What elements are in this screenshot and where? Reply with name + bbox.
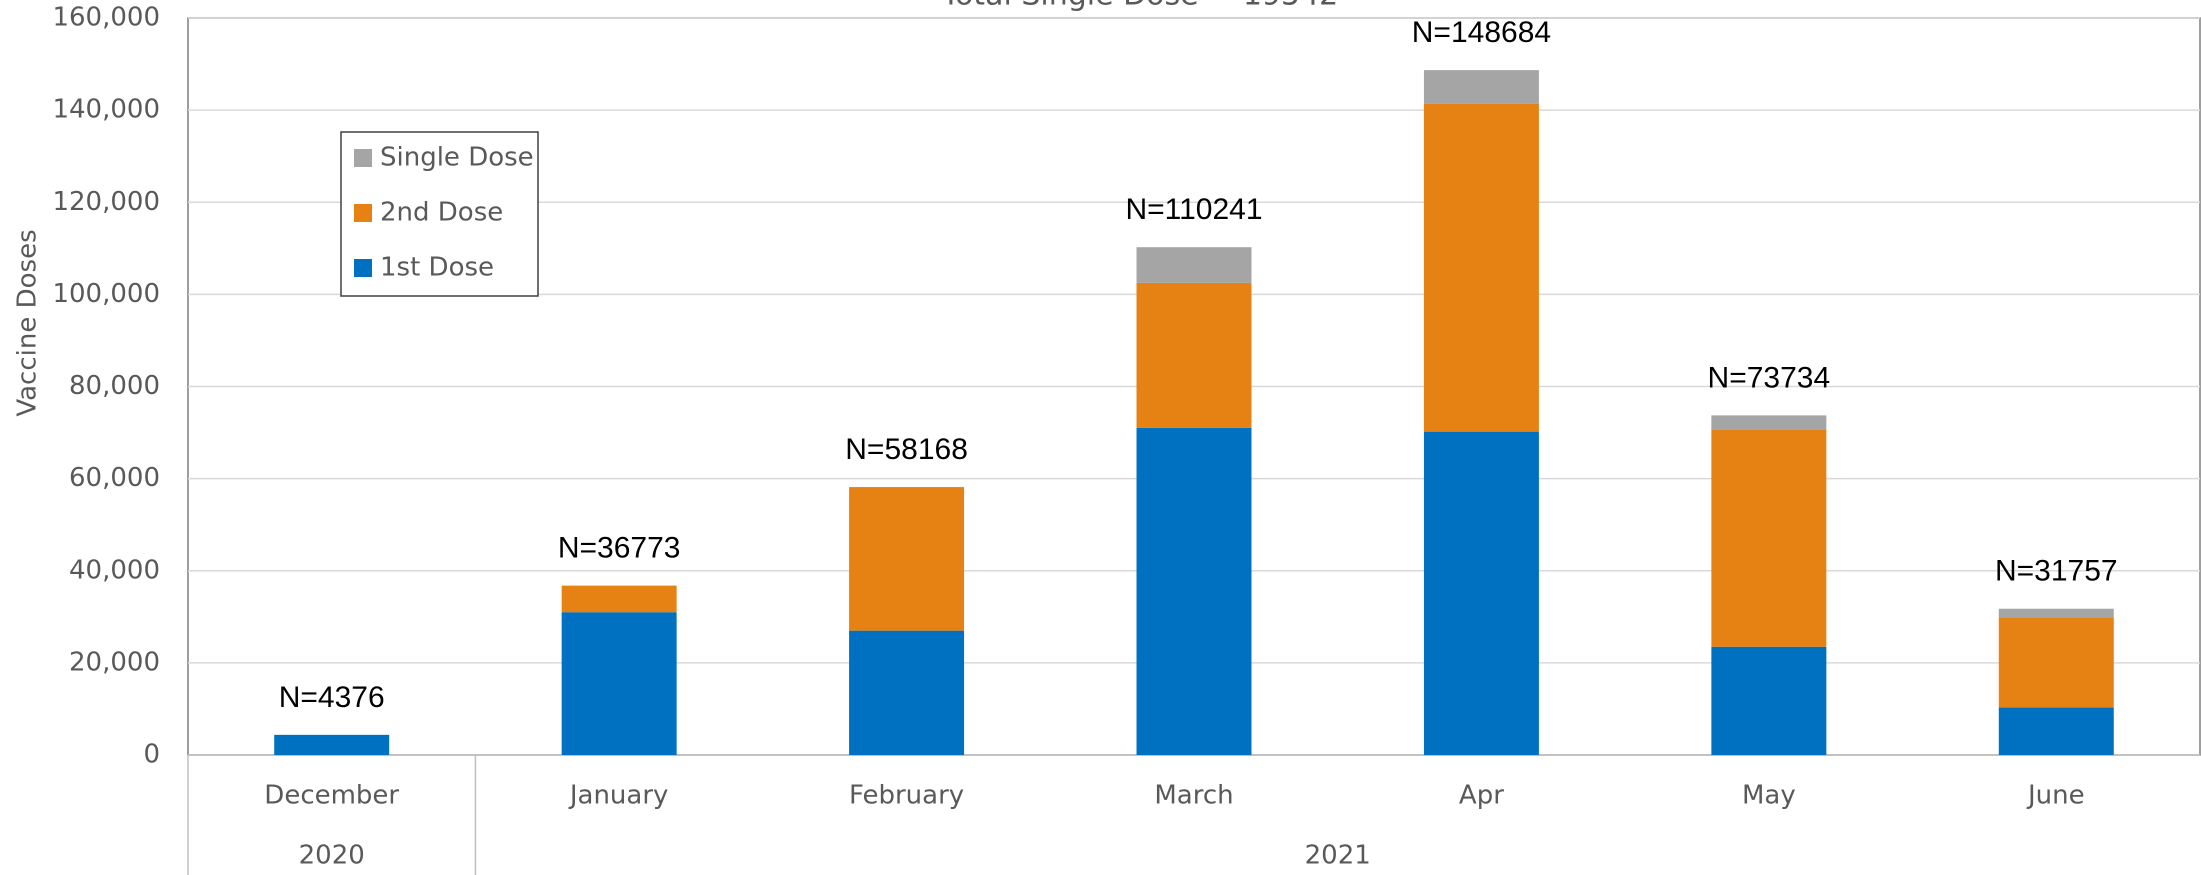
total-label: N=31757 bbox=[1995, 555, 2118, 588]
bar-segment bbox=[1136, 282, 1252, 428]
bar-segment bbox=[1711, 429, 1827, 647]
legend-swatch bbox=[354, 259, 372, 277]
bar-segment bbox=[274, 734, 390, 755]
y-tick-label: 120,000 bbox=[52, 187, 160, 217]
total-label: N=4376 bbox=[279, 681, 385, 714]
bar-segment bbox=[561, 612, 677, 755]
legend-box bbox=[340, 131, 539, 297]
y-tick-label: 100,000 bbox=[52, 279, 160, 309]
total-label: N=148684 bbox=[1412, 16, 1551, 49]
bar-segment bbox=[1423, 431, 1539, 755]
group-label: 2021 bbox=[1305, 841, 1371, 871]
x-tick-label: Apr bbox=[1459, 781, 1504, 811]
bar-segment bbox=[1423, 70, 1539, 104]
y-tick-label: 160,000 bbox=[52, 3, 160, 33]
bar-segment bbox=[1998, 617, 2114, 708]
chart-title: Total Single Dose = 19542 bbox=[941, 0, 1339, 13]
total-label: N=110241 bbox=[1125, 193, 1262, 226]
x-tick-label: May bbox=[1742, 781, 1796, 811]
group-label: 2020 bbox=[299, 841, 365, 871]
x-tick-label: January bbox=[568, 781, 669, 811]
bar-segment bbox=[849, 630, 965, 755]
y-tick-label: 60,000 bbox=[69, 463, 160, 493]
x-tick-label: June bbox=[2026, 781, 2085, 811]
bar-segment bbox=[1423, 103, 1539, 432]
total-label: N=58168 bbox=[845, 433, 968, 466]
bar-segment bbox=[1136, 427, 1252, 755]
x-tick-label: December bbox=[264, 781, 399, 811]
y-tick-label: 40,000 bbox=[69, 555, 160, 585]
bar-segment bbox=[1998, 608, 2114, 618]
bar-segment bbox=[849, 487, 965, 631]
legend-label: 1st Dose bbox=[380, 253, 494, 283]
x-tick-label: February bbox=[849, 781, 964, 811]
legend-swatch bbox=[354, 204, 372, 222]
y-tick-label: 140,000 bbox=[52, 95, 160, 125]
legend-label: Single Dose bbox=[380, 143, 534, 173]
y-tick-label: 80,000 bbox=[69, 371, 160, 401]
y-tick-label: 0 bbox=[143, 740, 160, 770]
total-label: N=36773 bbox=[558, 532, 681, 565]
bar-segment bbox=[1711, 646, 1827, 755]
bar-segment bbox=[1711, 415, 1827, 430]
legend-swatch bbox=[354, 149, 372, 167]
total-label: N=73734 bbox=[1708, 361, 1831, 394]
bar-segment bbox=[1136, 247, 1252, 283]
y-tick-label: 20,000 bbox=[69, 647, 160, 677]
bar-segment bbox=[1998, 707, 2114, 755]
bar-segment bbox=[561, 585, 677, 613]
legend-label: 2nd Dose bbox=[380, 198, 503, 228]
x-tick-label: March bbox=[1154, 781, 1233, 811]
y-axis-label: Vaccine Doses bbox=[13, 229, 43, 416]
